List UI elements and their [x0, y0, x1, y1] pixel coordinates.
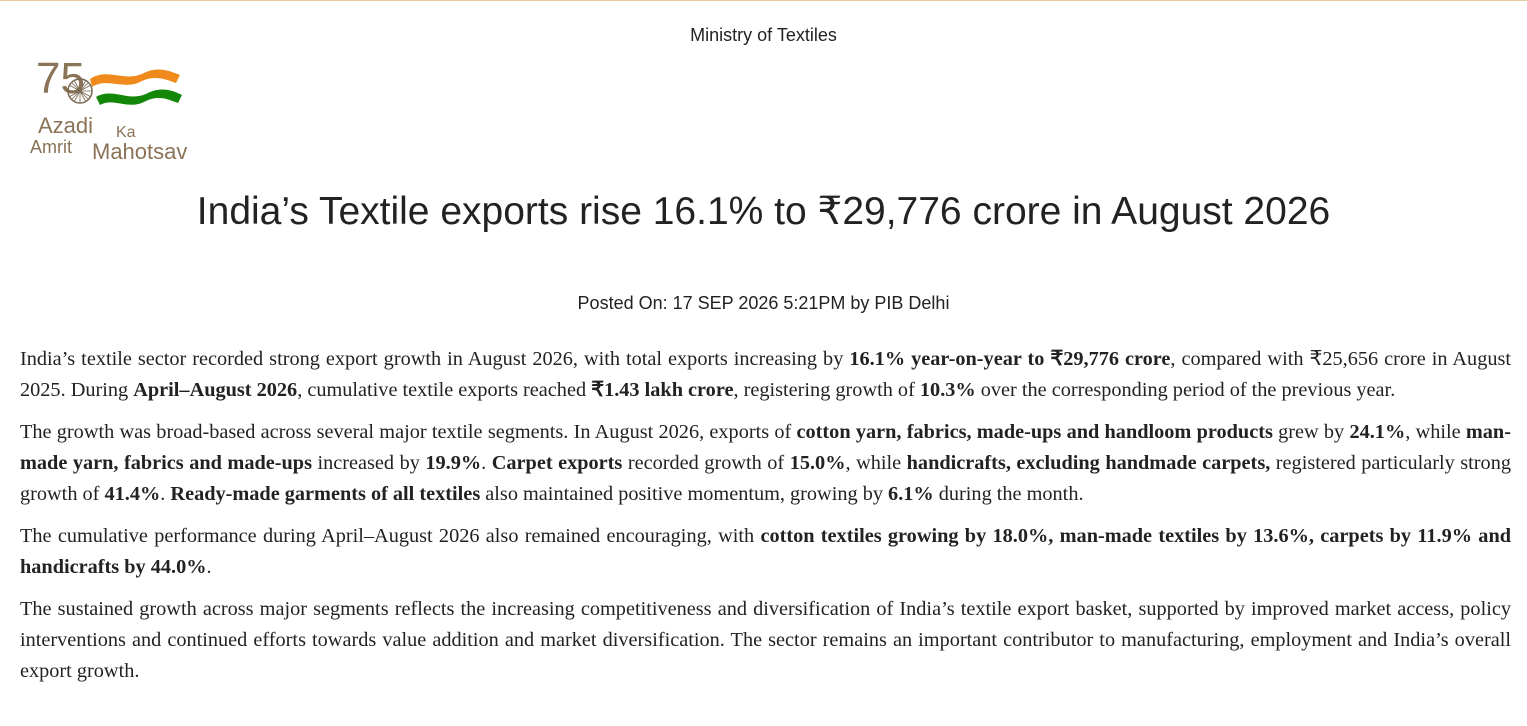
ministry-name: Ministry of Textiles	[690, 25, 837, 45]
logo-ka: Ka	[116, 124, 136, 141]
page-title: India’s Textile exports rise 16.1% to ₹2…	[196, 190, 1331, 233]
saffron-wave	[90, 69, 180, 87]
logo-azadi: Azadi	[38, 113, 93, 138]
paragraph-4: The sustained growth across major segmen…	[20, 598, 1511, 682]
logo-mahotsav: Mahotsav	[92, 139, 187, 164]
green-wave	[96, 89, 182, 105]
posted-on: Posted On: 17 SEP 2026 5:21PM by PIB Del…	[577, 293, 950, 313]
chakra-icon	[67, 78, 93, 104]
logo-number: 75	[36, 54, 85, 103]
azadi-ka-amrit-mahotsav-logo: 75 Azadi Ka Amrit Mahotsav	[28, 53, 228, 165]
logo-amrit: Amrit	[30, 137, 72, 157]
paragraph-1: India’s textile sector recorded strong e…	[20, 348, 1512, 401]
paragraph-3: The cumulative performance during April–…	[20, 525, 1511, 578]
article-body: India’s textile sector recorded strong e…	[20, 344, 1511, 698]
paragraph-2: The growth was broad-based across severa…	[20, 421, 1511, 505]
